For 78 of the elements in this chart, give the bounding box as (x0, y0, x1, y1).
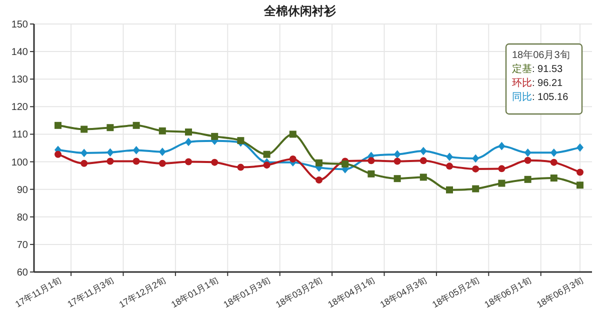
point (80, 160, 88, 167)
point (158, 160, 166, 167)
point (524, 156, 532, 164)
point (368, 157, 375, 164)
y-tick-label: 90 (16, 184, 28, 196)
point (80, 126, 88, 133)
y-tick-label: 150 (11, 20, 28, 30)
point (550, 174, 558, 182)
point (420, 146, 427, 156)
y-tick-label: 100 (11, 157, 28, 168)
y-tick-label: 110 (12, 130, 28, 141)
point (394, 158, 401, 165)
point (524, 148, 532, 157)
x-tick-label: 18年05月2旬 (430, 275, 481, 310)
point (132, 158, 140, 165)
x-tick-label: 18年01月3旬 (222, 275, 272, 310)
y-tick-label: 120 (11, 102, 28, 114)
point (132, 122, 140, 129)
point (132, 146, 140, 154)
point (524, 176, 532, 183)
x-tick-label: 18年03月2旬 (274, 275, 324, 310)
point (237, 137, 244, 144)
y-tick-label: 80 (16, 212, 28, 224)
point (237, 164, 244, 171)
point (158, 127, 166, 134)
point (106, 158, 114, 165)
point (420, 157, 427, 164)
point (446, 162, 453, 170)
x-tick-label: 17年12月2旬 (117, 275, 168, 310)
point (185, 158, 192, 166)
point (80, 148, 88, 158)
point (185, 138, 192, 146)
annotation: 同比: 105.16 (512, 91, 569, 103)
point (106, 124, 114, 132)
point (368, 170, 375, 178)
point (576, 168, 584, 176)
point (158, 148, 166, 156)
y-tick-label: 70 (16, 240, 28, 251)
point (263, 150, 270, 158)
point (54, 122, 62, 129)
x-tick-label: 17年11月3旬 (66, 275, 116, 310)
x-tick-label: 18年04月1旬 (326, 275, 376, 310)
x-tick-label: 18年04月3旬 (378, 275, 428, 310)
annotation: 18年06月3旬 (512, 49, 570, 61)
point (576, 143, 584, 152)
x-tick-label: 18年06月1旬 (482, 275, 533, 310)
point (394, 150, 401, 159)
x-tick-label: 18年06月3旬 (534, 275, 585, 310)
point (446, 152, 453, 162)
point (54, 150, 62, 158)
point (185, 128, 192, 136)
annotation: 环比: 96.21 (512, 77, 564, 89)
point (550, 158, 558, 166)
annotation: 定基: 91.53 (512, 63, 564, 75)
point (446, 186, 453, 194)
point (420, 174, 427, 181)
point (289, 156, 296, 163)
point (472, 165, 480, 172)
point (498, 142, 506, 150)
y-tick-label: 130 (11, 74, 28, 86)
chart-title: 全棉休闲衬衫 (263, 4, 337, 18)
point (394, 175, 401, 182)
point (576, 182, 584, 189)
point (498, 165, 506, 172)
point (263, 162, 270, 169)
point (472, 154, 480, 163)
point (316, 176, 322, 184)
point (106, 148, 114, 157)
x-tick-label: 18年01月1旬 (170, 275, 220, 310)
point (211, 132, 218, 140)
point (316, 159, 322, 166)
y-tick-label: 140 (11, 47, 28, 58)
point (472, 185, 480, 192)
point (289, 130, 296, 138)
point (550, 148, 558, 157)
point (498, 180, 506, 187)
point (211, 158, 218, 166)
point (342, 160, 349, 168)
